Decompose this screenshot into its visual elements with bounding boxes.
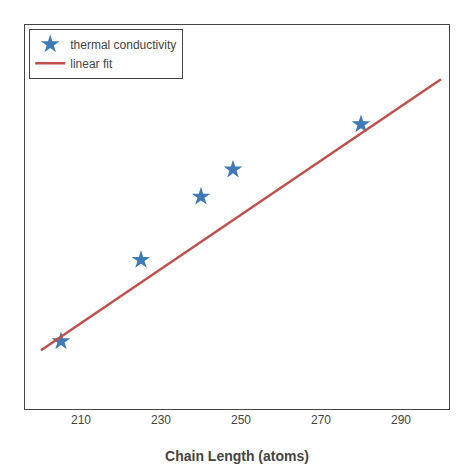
- svg-text:270: 270: [311, 413, 331, 427]
- svg-text:thermal conductivity: thermal conductivity: [70, 38, 176, 52]
- svg-text:Chain Length (atoms): Chain Length (atoms): [165, 448, 309, 464]
- svg-text:250: 250: [231, 413, 251, 427]
- svg-text:linear fit: linear fit: [70, 57, 113, 71]
- svg-text:210: 210: [71, 413, 91, 427]
- svg-text:290: 290: [391, 413, 411, 427]
- svg-text:230: 230: [151, 413, 171, 427]
